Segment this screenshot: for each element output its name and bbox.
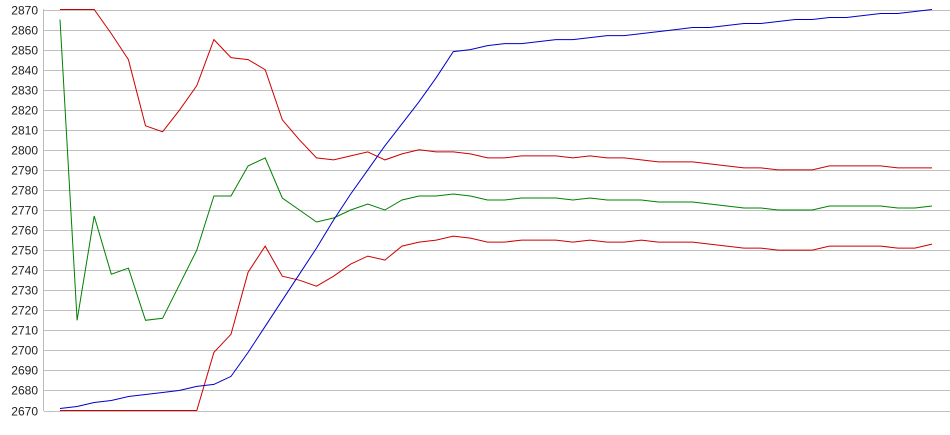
y-tick-label: 2860 — [11, 24, 38, 38]
y-tick-label: 2670 — [11, 405, 38, 419]
y-tick-label: 2800 — [11, 144, 38, 158]
y-tick-label: 2700 — [11, 344, 38, 358]
y-tick-label: 2840 — [11, 64, 38, 78]
y-tick-label: 2790 — [11, 164, 38, 178]
y-tick-label: 2750 — [11, 244, 38, 258]
y-tick-label: 2730 — [11, 284, 38, 298]
y-tick-label: 2770 — [11, 204, 38, 218]
gridlines — [44, 10, 950, 412]
y-tick-label: 2870 — [11, 4, 38, 18]
y-tick-label: 2710 — [11, 324, 38, 338]
y-tick-label: 2830 — [11, 84, 38, 98]
y-tick-label: 2850 — [11, 44, 38, 58]
series-line-2 — [59, 19, 933, 321]
y-tick-label: 2810 — [11, 124, 38, 138]
series-lines — [59, 9, 933, 411]
series-line-1 — [60, 9, 932, 171]
series-line-3 — [60, 235, 933, 411]
y-tick-label: 2780 — [11, 184, 38, 198]
y-tick-label: 2690 — [11, 364, 38, 378]
y-axis-ticks: 2670 2680 2690 2700 2710 2720 2730 2740 2750 2760… — [11, 4, 38, 419]
y-tick-label: 2820 — [11, 104, 38, 118]
y-tick-label: 2680 — [11, 384, 38, 398]
series-line-4 — [59, 9, 933, 409]
y-tick-label: 2760 — [11, 224, 38, 238]
y-tick-label: 2740 — [11, 264, 38, 278]
y-tick-label: 2720 — [11, 304, 38, 318]
